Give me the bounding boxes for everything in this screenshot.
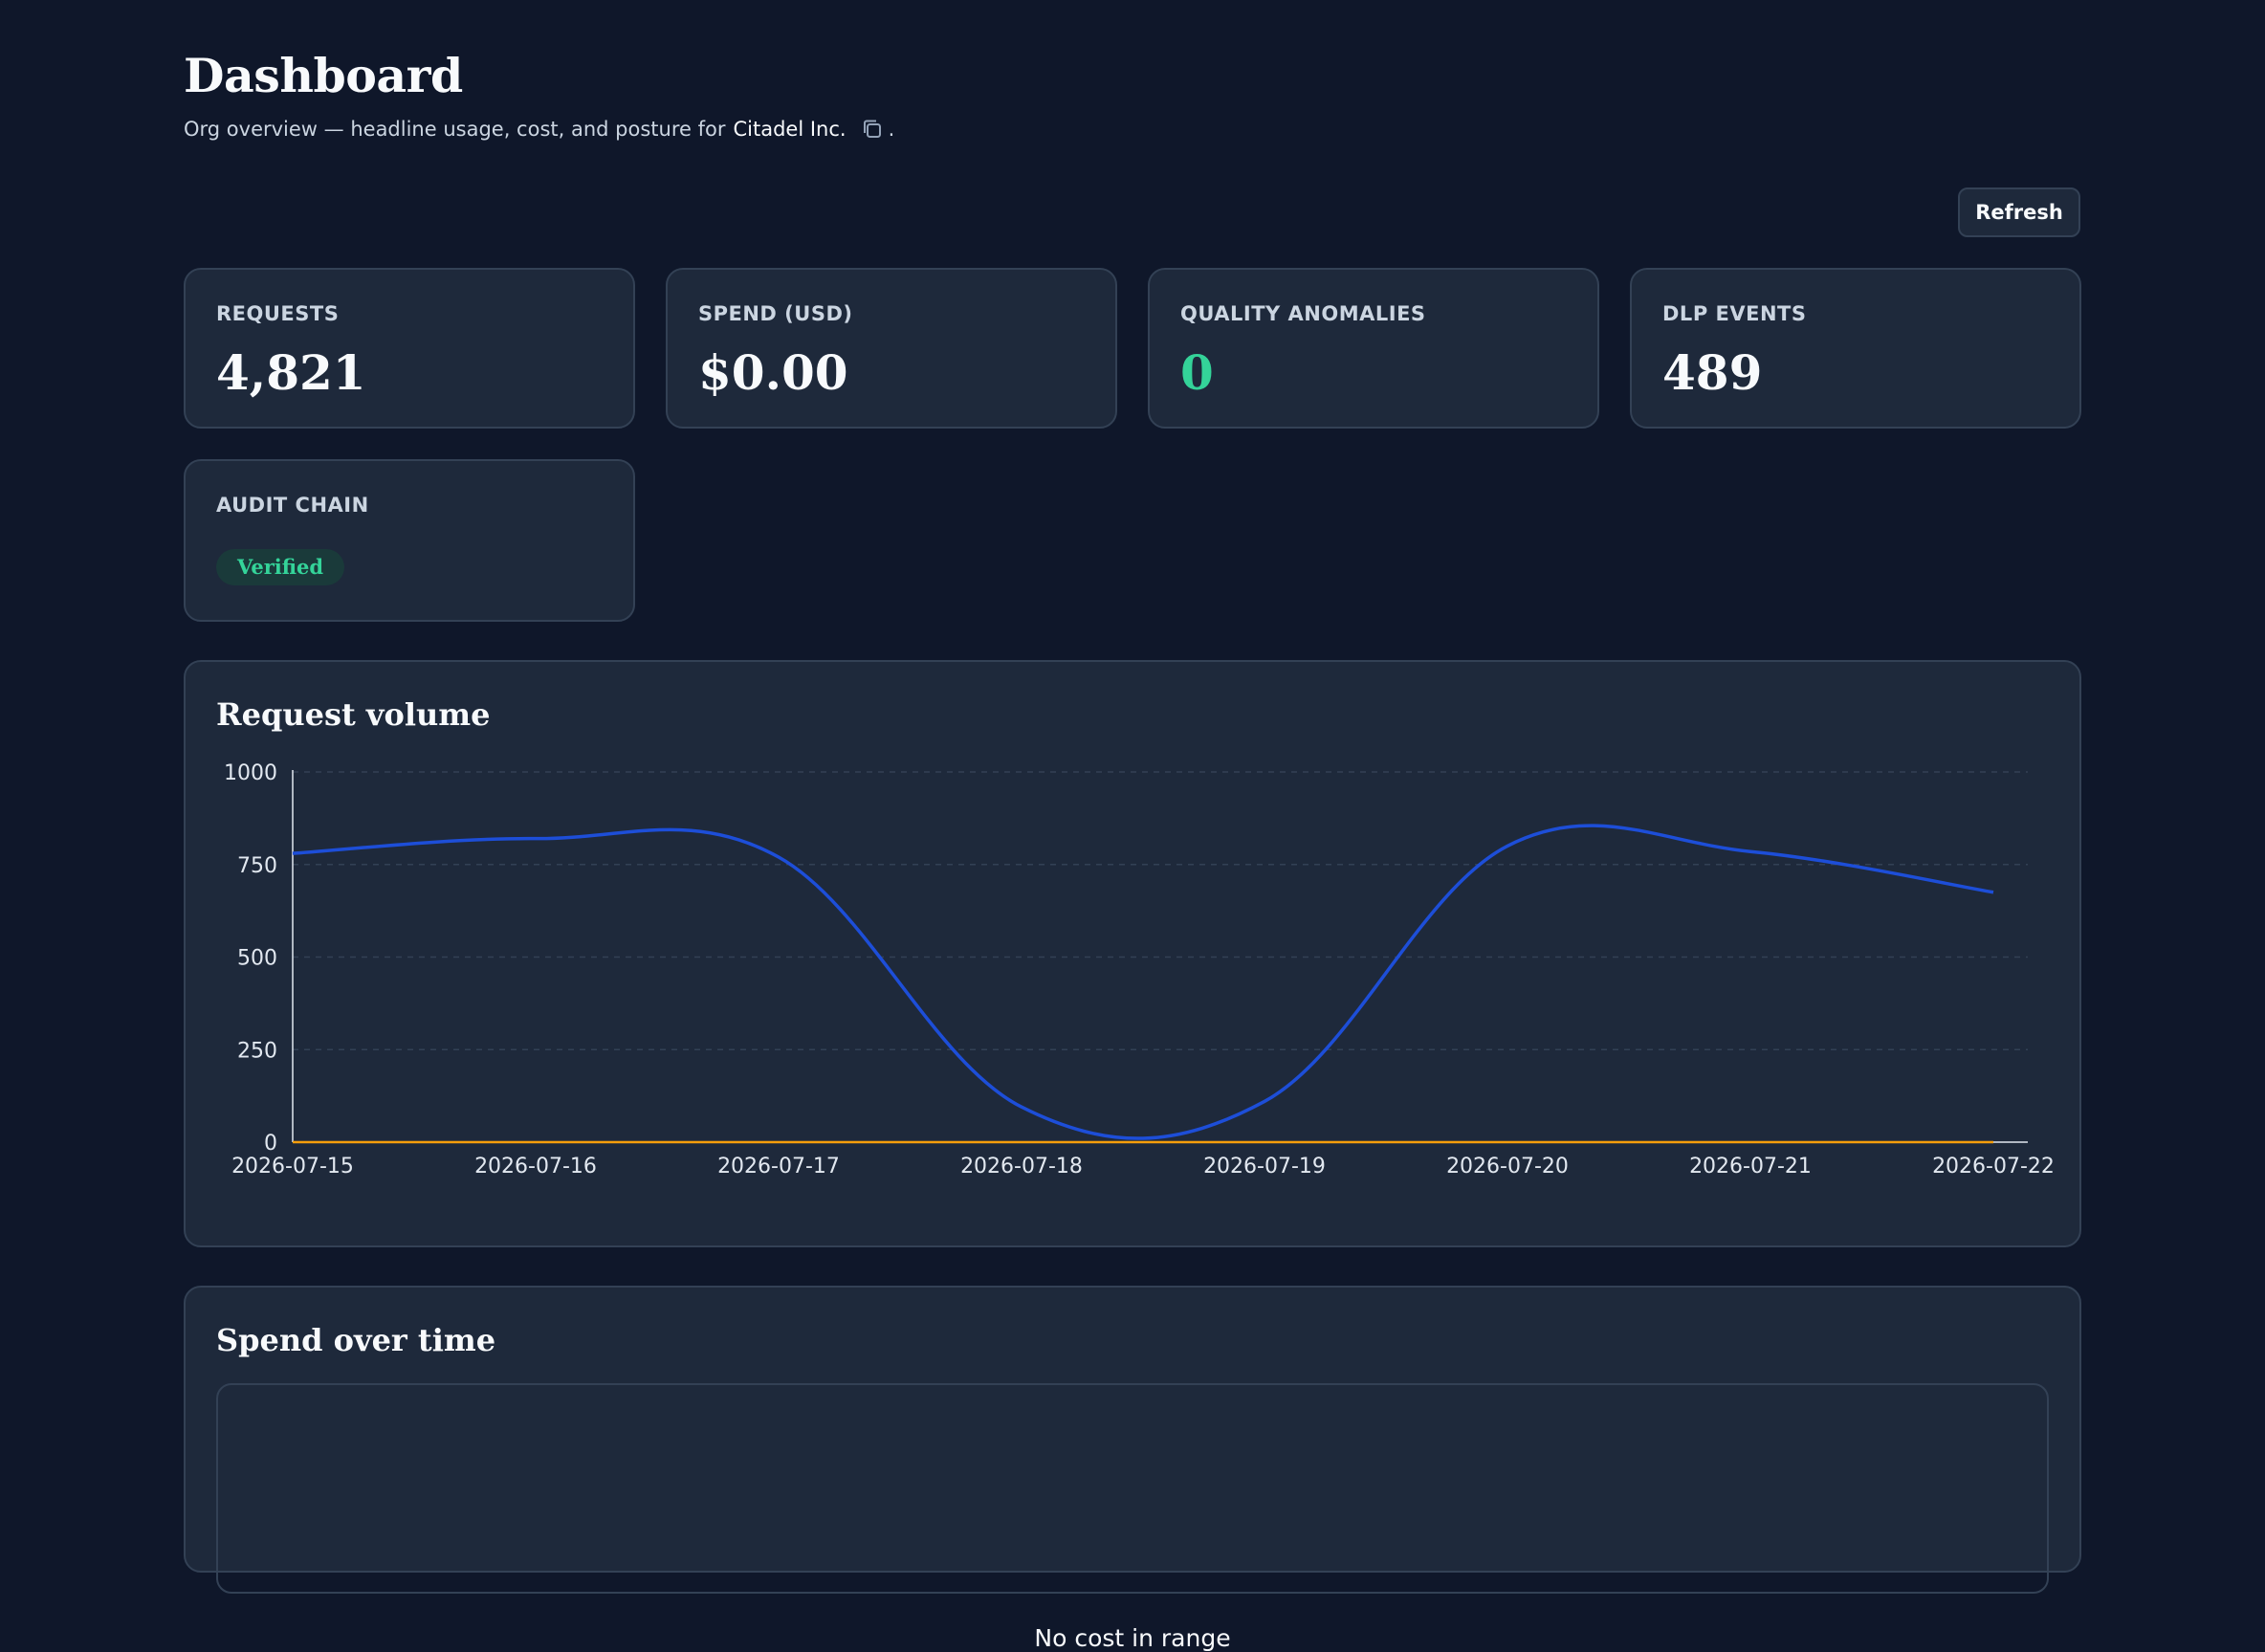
stat-label: REQUESTS	[216, 302, 340, 325]
empty-state-text: No cost in range	[1034, 1624, 1231, 1652]
y-tick-label: 500	[237, 947, 277, 971]
subtitle-text: Org overview — headline usage, cost, and…	[184, 118, 726, 141]
series-line-requests	[292, 824, 1994, 1140]
stat-label: SPEND (USD)	[698, 302, 853, 325]
audit-chain-card: AUDIT CHAIN Verified	[184, 459, 635, 622]
page-subtitle: Org overview — headline usage, cost, and…	[184, 117, 894, 142]
audit-label: AUDIT CHAIN	[216, 494, 369, 517]
panel-title: Request volume	[216, 696, 491, 733]
x-tick-label: 2026-07-18	[960, 1155, 1083, 1178]
x-tick-label: 2026-07-19	[1203, 1155, 1326, 1178]
x-tick-label: 2026-07-21	[1689, 1155, 1812, 1178]
request-volume-panel: Request volume 0 250 500 750 1000 2026-07-15 2…	[184, 660, 2081, 1247]
x-tick-label: 2026-07-16	[474, 1155, 597, 1178]
y-tick-label: 750	[237, 854, 277, 878]
org-name: Citadel Inc.	[733, 118, 847, 141]
panel-title: Spend over time	[216, 1322, 496, 1358]
request-volume-chart: 0 250 500 750 1000 2026-07-15 2026-07-16 2026-0…	[224, 761, 2055, 1178]
x-tick-label: 2026-07-20	[1446, 1155, 1569, 1178]
x-tick-label: 2026-07-22	[1932, 1155, 2055, 1178]
stat-label: DLP EVENTS	[1662, 302, 1807, 325]
stat-value: 4,821	[216, 344, 366, 401]
stat-card-quality-anomalies: QUALITY ANOMALIES 0	[1148, 268, 1599, 429]
dashboard-page: Dashboard Org overview — headline usage,…	[184, 48, 2081, 1652]
empty-state: No cost in range	[216, 1383, 2049, 1652]
y-tick-label: 1000	[224, 761, 277, 785]
subtitle-suffix: .	[888, 118, 895, 141]
stat-card-requests: REQUESTS 4,821	[184, 268, 635, 429]
y-tick-label: 0	[264, 1132, 277, 1156]
stat-value: 0	[1180, 344, 1214, 401]
stat-value: 489	[1662, 344, 1763, 401]
page-title: Dashboard	[184, 48, 463, 103]
copy-icon[interactable]	[860, 117, 885, 142]
x-tick-label: 2026-07-15	[231, 1155, 354, 1178]
spend-panel: Spend over time No cost in range	[184, 1286, 2081, 1652]
refresh-button[interactable]: Refresh	[1958, 187, 2080, 237]
stat-card-spend: SPEND (USD) $0.00	[666, 268, 1117, 429]
stat-label: QUALITY ANOMALIES	[1180, 302, 1426, 325]
status-badge: Verified	[216, 549, 345, 585]
y-tick-label: 250	[237, 1039, 277, 1063]
stat-card-dlp-events: DLP EVENTS 489	[1630, 268, 2081, 429]
x-tick-label: 2026-07-17	[717, 1155, 840, 1178]
stat-value: $0.00	[698, 344, 848, 401]
